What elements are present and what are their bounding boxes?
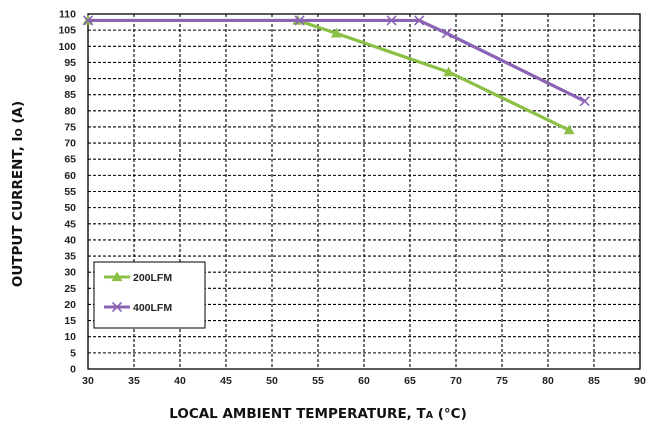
marker-stroke — [414, 15, 425, 26]
y-tick-label: 30 — [64, 267, 76, 279]
y-tick-label: 0 — [70, 364, 76, 376]
x-tick-labels: 30 35 40 45 50 55 60 65 70 75 80 85 90 — [82, 375, 646, 387]
legend-box — [93, 261, 206, 329]
plot-border — [87, 13, 641, 370]
y-tick-label: 50 — [64, 202, 76, 214]
y-tick-label: 65 — [64, 154, 76, 166]
x-tick-label: 35 — [128, 375, 140, 387]
legend-label-200lfm: 200LFM — [133, 272, 172, 284]
data-point-400lfm — [82, 15, 94, 26]
y-tick-label: 90 — [64, 73, 76, 85]
y-tick-label: 15 — [64, 315, 76, 327]
x-tick-label: 40 — [174, 375, 186, 387]
data-point-400lfm — [294, 15, 305, 26]
x-tick-label: 45 — [220, 375, 232, 387]
y-tick-label: 105 — [58, 25, 76, 37]
x-tick-label: 80 — [542, 375, 554, 387]
data-point-400lfm — [579, 96, 590, 107]
series-line-200lfm — [88, 18, 570, 132]
marker-stroke — [386, 15, 397, 26]
y-tick-label: 100 — [58, 41, 76, 53]
x-tick-label: 65 — [404, 375, 416, 387]
data-point-200lfm — [443, 66, 455, 77]
data-point-400lfm — [441, 28, 452, 39]
y-tick-label: 5 — [70, 347, 76, 359]
y-tick-label: 75 — [64, 121, 76, 133]
y-tick-label: 80 — [64, 105, 76, 117]
y-tick-label: 95 — [64, 57, 76, 69]
y-tick-label: 45 — [64, 218, 76, 230]
y-tick-label: 110 — [59, 9, 76, 21]
y-tick-label: 70 — [64, 138, 76, 150]
data-point-400lfm — [386, 15, 397, 26]
x-tick-label: 55 — [312, 375, 324, 387]
x-tick-label: 50 — [266, 375, 278, 387]
x-axis-title: LOCAL AMBIENT TEMPERATURE, TA (°C) — [169, 406, 467, 422]
marker-stroke — [82, 15, 94, 26]
legend-marker-200lfm — [111, 271, 123, 282]
marker-stroke — [579, 96, 590, 107]
marker-stroke — [294, 15, 305, 26]
legend: 200LFM 400LFM — [93, 261, 206, 329]
y-tick-label: 40 — [64, 234, 76, 246]
x-tick-label: 85 — [588, 375, 600, 387]
y-tick-label: 85 — [64, 89, 76, 101]
y-tick-label: 55 — [64, 186, 76, 198]
x-tick-label: 90 — [634, 375, 646, 387]
y-axis-title: OUTPUT CURRENT, IO (A) — [10, 101, 26, 287]
y-tick-label: 60 — [64, 170, 76, 182]
legend-label-400lfm: 400LFM — [133, 302, 172, 314]
data-point-200lfm — [563, 124, 575, 135]
data-point-400lfm — [414, 15, 425, 26]
marker-stroke — [441, 28, 452, 39]
series-lines — [82, 14, 590, 135]
plot-frame — [87, 13, 641, 370]
y-tick-label: 20 — [64, 299, 76, 311]
y-tick-label: 10 — [64, 331, 76, 343]
y-tick-label: 35 — [64, 251, 76, 263]
series-line-400lfm — [88, 18, 586, 103]
y-tick-labels: 0 5 10 15 20 25 30 35 40 45 50 55 60 65 70 75 80 85 90 95 10… — [58, 9, 76, 376]
marker-stroke — [111, 301, 123, 313]
x-tick-label: 70 — [450, 375, 462, 387]
x-tick-label: 30 — [82, 375, 94, 387]
data-point-200lfm — [330, 27, 342, 38]
legend-marker-400lfm — [111, 301, 123, 313]
x-tick-label: 60 — [358, 375, 370, 387]
y-tick-label: 25 — [64, 283, 76, 295]
x-tick-label: 75 — [496, 375, 508, 387]
